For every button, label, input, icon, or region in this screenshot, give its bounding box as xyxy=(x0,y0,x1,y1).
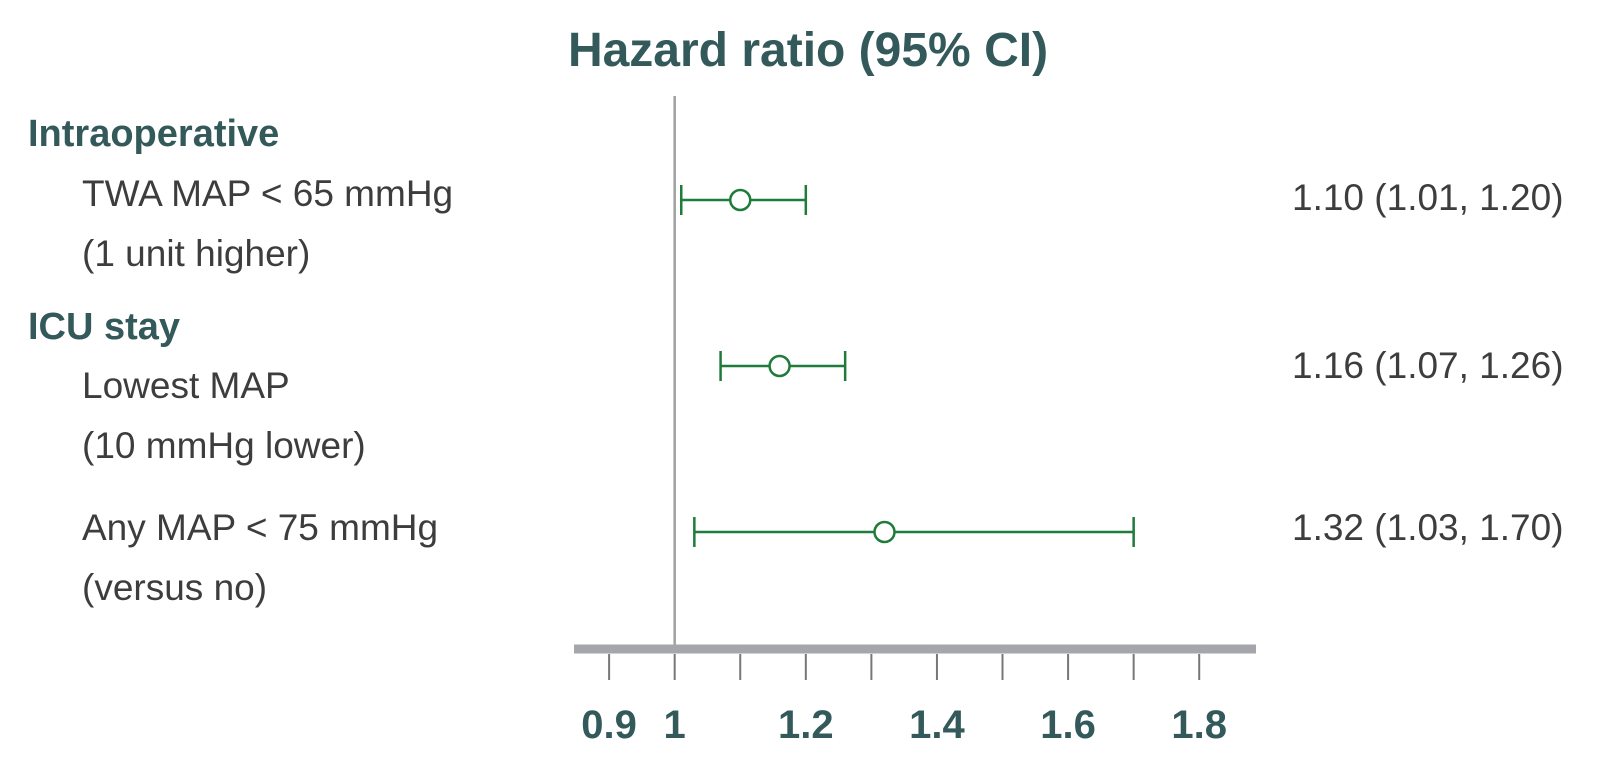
row-label-twa-map-line1: TWA MAP < 65 mmHg xyxy=(82,173,453,214)
row-value-twa-map: 1.10 (1.01, 1.20) xyxy=(1292,177,1564,218)
section-label-icu-stay: ICU stay xyxy=(28,306,180,348)
row-label-lowest-map-line1: Lowest MAP xyxy=(82,365,290,406)
x-tick-label-5: 1.4 xyxy=(909,703,965,747)
x-tick-label-1: 1 xyxy=(664,703,686,747)
section-label-intraoperative: Intraoperative xyxy=(28,113,279,155)
x-tick-label-7: 1.6 xyxy=(1040,703,1096,747)
row-value-any-map: 1.32 (1.03, 1.70) xyxy=(1292,507,1564,548)
point-estimate-2 xyxy=(873,520,896,544)
plot-area: 0.9 1 1.2 1.4 1.6 1.8 xyxy=(574,96,1256,747)
row-label-lowest-map-line2: (10 mmHg lower) xyxy=(82,425,366,466)
x-tick-label-3: 1.2 xyxy=(778,703,834,747)
row-label-twa-map-line2: (1 unit higher) xyxy=(82,233,310,274)
point-estimate-0 xyxy=(728,188,752,212)
x-tick-label-0: 0.9 xyxy=(581,703,637,747)
point-estimate-1 xyxy=(768,354,791,378)
row-value-lowest-map: 1.16 (1.07, 1.26) xyxy=(1292,345,1564,386)
x-tick-label-9: 1.8 xyxy=(1171,703,1227,747)
row-label-any-map-line1: Any MAP < 75 mmHg xyxy=(82,507,438,548)
chart-title: Hazard ratio (95% CI) xyxy=(568,24,1048,77)
row-label-any-map-line2: (versus no) xyxy=(82,567,267,608)
